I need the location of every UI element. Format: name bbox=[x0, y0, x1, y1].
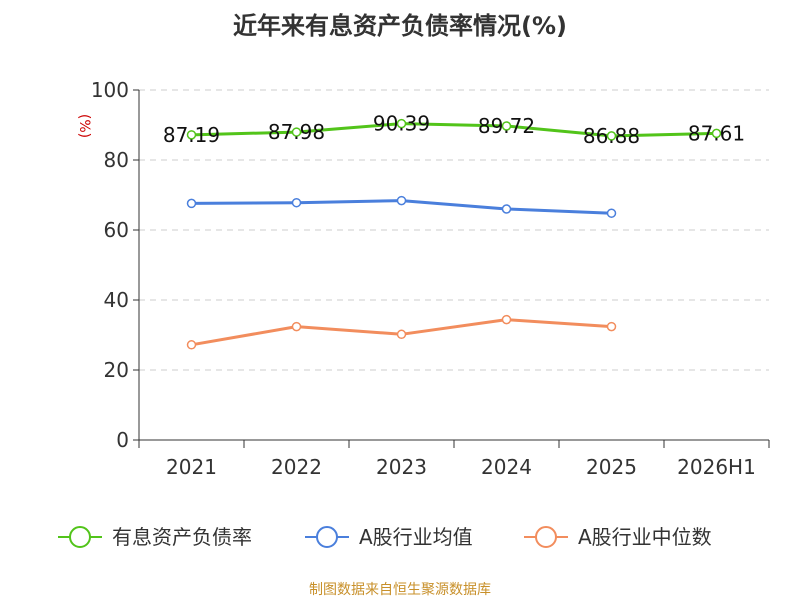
data-point bbox=[396, 195, 407, 206]
data-label: 87.61 bbox=[688, 121, 745, 145]
data-point bbox=[501, 314, 512, 325]
legend-marker-1 bbox=[69, 526, 91, 548]
data-point bbox=[186, 130, 197, 140]
data-point bbox=[186, 340, 197, 350]
data-point bbox=[606, 208, 617, 218]
legend-marker-2 bbox=[316, 526, 338, 548]
data-labels: 87.19 87.98 90.39 89.72 86.88 87.61 bbox=[163, 112, 745, 148]
data-point bbox=[396, 329, 407, 340]
grid-lines bbox=[139, 89, 769, 371]
data-label: 90.39 bbox=[373, 112, 430, 136]
data-point bbox=[396, 118, 407, 129]
legend[interactable]: 有息资产负债率 A股行业均值 A股行业中位数 bbox=[58, 525, 712, 549]
legend-marker-3 bbox=[535, 526, 557, 548]
y-axis-label: (%) bbox=[76, 114, 92, 138]
y-tick-label: 80 bbox=[104, 148, 129, 172]
x-tick-label: 2026H1 bbox=[677, 455, 756, 479]
y-tick-label: 20 bbox=[104, 358, 129, 382]
data-point bbox=[291, 127, 302, 137]
data-label: 87.98 bbox=[268, 120, 325, 144]
data-point bbox=[501, 121, 512, 131]
data-point bbox=[606, 131, 617, 141]
y-tick-label: 0 bbox=[116, 428, 129, 452]
data-label: 86.88 bbox=[583, 124, 640, 148]
x-tick-label: 2021 bbox=[166, 455, 217, 479]
axes: 0 20 40 60 80 100 2021 2022 2023 2024 2025 2026H1 bbox=[91, 78, 770, 479]
series-line-1 bbox=[191, 122, 717, 138]
source-note: 制图数据来自恒生聚源数据库 bbox=[309, 582, 491, 598]
data-point bbox=[501, 204, 512, 214]
series-lines bbox=[186, 118, 722, 350]
data-point bbox=[291, 197, 302, 208]
legend-label-1[interactable]: 有息资产负债率 bbox=[112, 525, 252, 549]
data-point bbox=[186, 198, 197, 209]
x-tick-label: 2024 bbox=[481, 455, 532, 479]
x-tick-label: 2023 bbox=[376, 455, 427, 479]
data-point bbox=[606, 321, 617, 332]
data-point bbox=[291, 321, 302, 332]
chart-title: 近年来有息资产负债率情况(%) bbox=[233, 12, 567, 40]
y-tick-label: 100 bbox=[91, 78, 129, 102]
legend-label-3[interactable]: A股行业中位数 bbox=[578, 525, 712, 549]
data-label: 89.72 bbox=[478, 114, 535, 138]
x-tick-label: 2022 bbox=[271, 455, 322, 479]
legend-label-2[interactable]: A股行业均值 bbox=[359, 525, 473, 549]
x-tick-label: 2025 bbox=[586, 455, 637, 479]
y-tick-label: 60 bbox=[104, 218, 129, 242]
data-label: 87.19 bbox=[163, 123, 220, 147]
y-tick-label: 40 bbox=[104, 288, 129, 312]
data-point bbox=[711, 128, 722, 139]
